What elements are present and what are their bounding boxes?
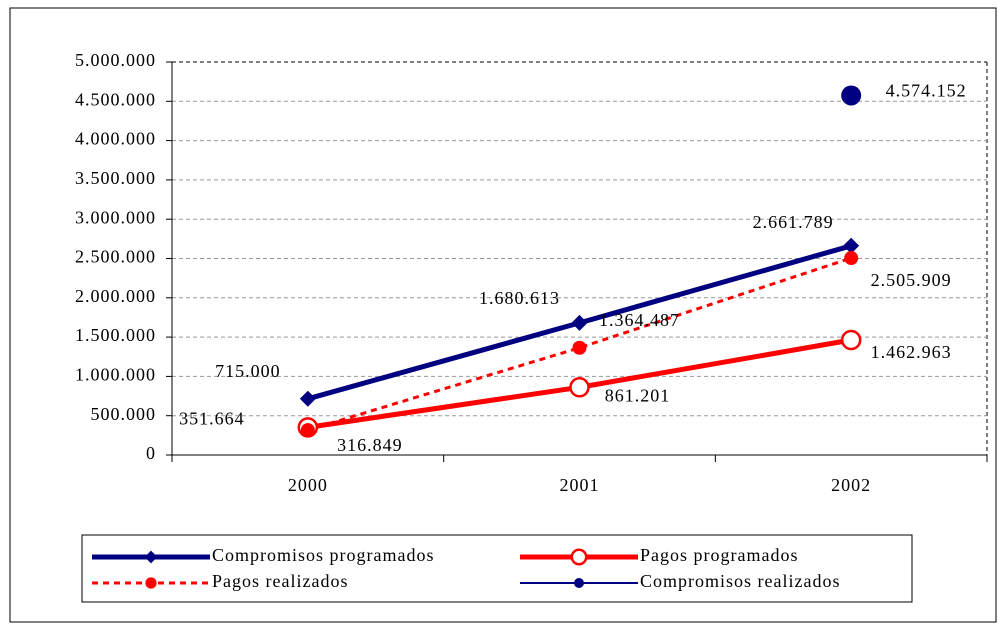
legend-marker bbox=[574, 578, 584, 588]
chart-border bbox=[9, 7, 997, 623]
y-tick-label: 0 bbox=[146, 443, 156, 463]
x-tick-label: 2001 bbox=[560, 475, 600, 495]
y-tick-label: 1.500.000 bbox=[75, 325, 156, 345]
data-label: 1.680.613 bbox=[479, 288, 560, 308]
legend-label: Pagos programados bbox=[640, 545, 798, 565]
y-tick-label: 5.000.000 bbox=[75, 50, 156, 70]
x-tick-label: 2002 bbox=[831, 475, 871, 495]
y-tick-label: 3.500.000 bbox=[75, 168, 156, 188]
data-label: 1.462.963 bbox=[871, 342, 952, 362]
y-tick-label: 4.500.000 bbox=[75, 89, 156, 109]
legend-marker bbox=[145, 577, 157, 589]
point bbox=[572, 340, 587, 355]
y-tick-label: 3.000.000 bbox=[75, 207, 156, 227]
data-label: 4.574.152 bbox=[886, 81, 967, 101]
point bbox=[844, 251, 859, 266]
y-tick-label: 500.000 bbox=[91, 404, 157, 424]
point bbox=[299, 390, 316, 407]
data-label: 316.849 bbox=[337, 435, 403, 455]
point bbox=[571, 314, 588, 331]
legend-label: Compromisos programados bbox=[212, 545, 435, 565]
data-label: 1.364.487 bbox=[599, 310, 680, 330]
point bbox=[300, 423, 315, 438]
y-tick-label: 1.000.000 bbox=[75, 365, 156, 385]
data-label: 351.664 bbox=[179, 408, 245, 428]
data-label: 715.000 bbox=[215, 361, 281, 381]
y-tick-label: 2.500.000 bbox=[75, 247, 156, 267]
legend-label: Pagos realizados bbox=[212, 571, 348, 591]
y-tick-label: 4.000.000 bbox=[75, 129, 156, 149]
legend-label: Compromisos realizados bbox=[640, 571, 840, 591]
x-tick-label: 2000 bbox=[288, 475, 328, 495]
legend-box bbox=[81, 534, 913, 603]
y-tick-label: 2.000.000 bbox=[75, 286, 156, 306]
point bbox=[569, 377, 590, 398]
data-label: 2.505.909 bbox=[871, 270, 952, 290]
legend-marker bbox=[144, 550, 158, 564]
legend-marker bbox=[570, 548, 588, 566]
data-label: 2.661.789 bbox=[753, 212, 834, 232]
series-line bbox=[307, 256, 852, 432]
point bbox=[840, 329, 862, 351]
point bbox=[841, 85, 862, 106]
data-label: 861.201 bbox=[605, 385, 671, 405]
point bbox=[843, 237, 860, 254]
